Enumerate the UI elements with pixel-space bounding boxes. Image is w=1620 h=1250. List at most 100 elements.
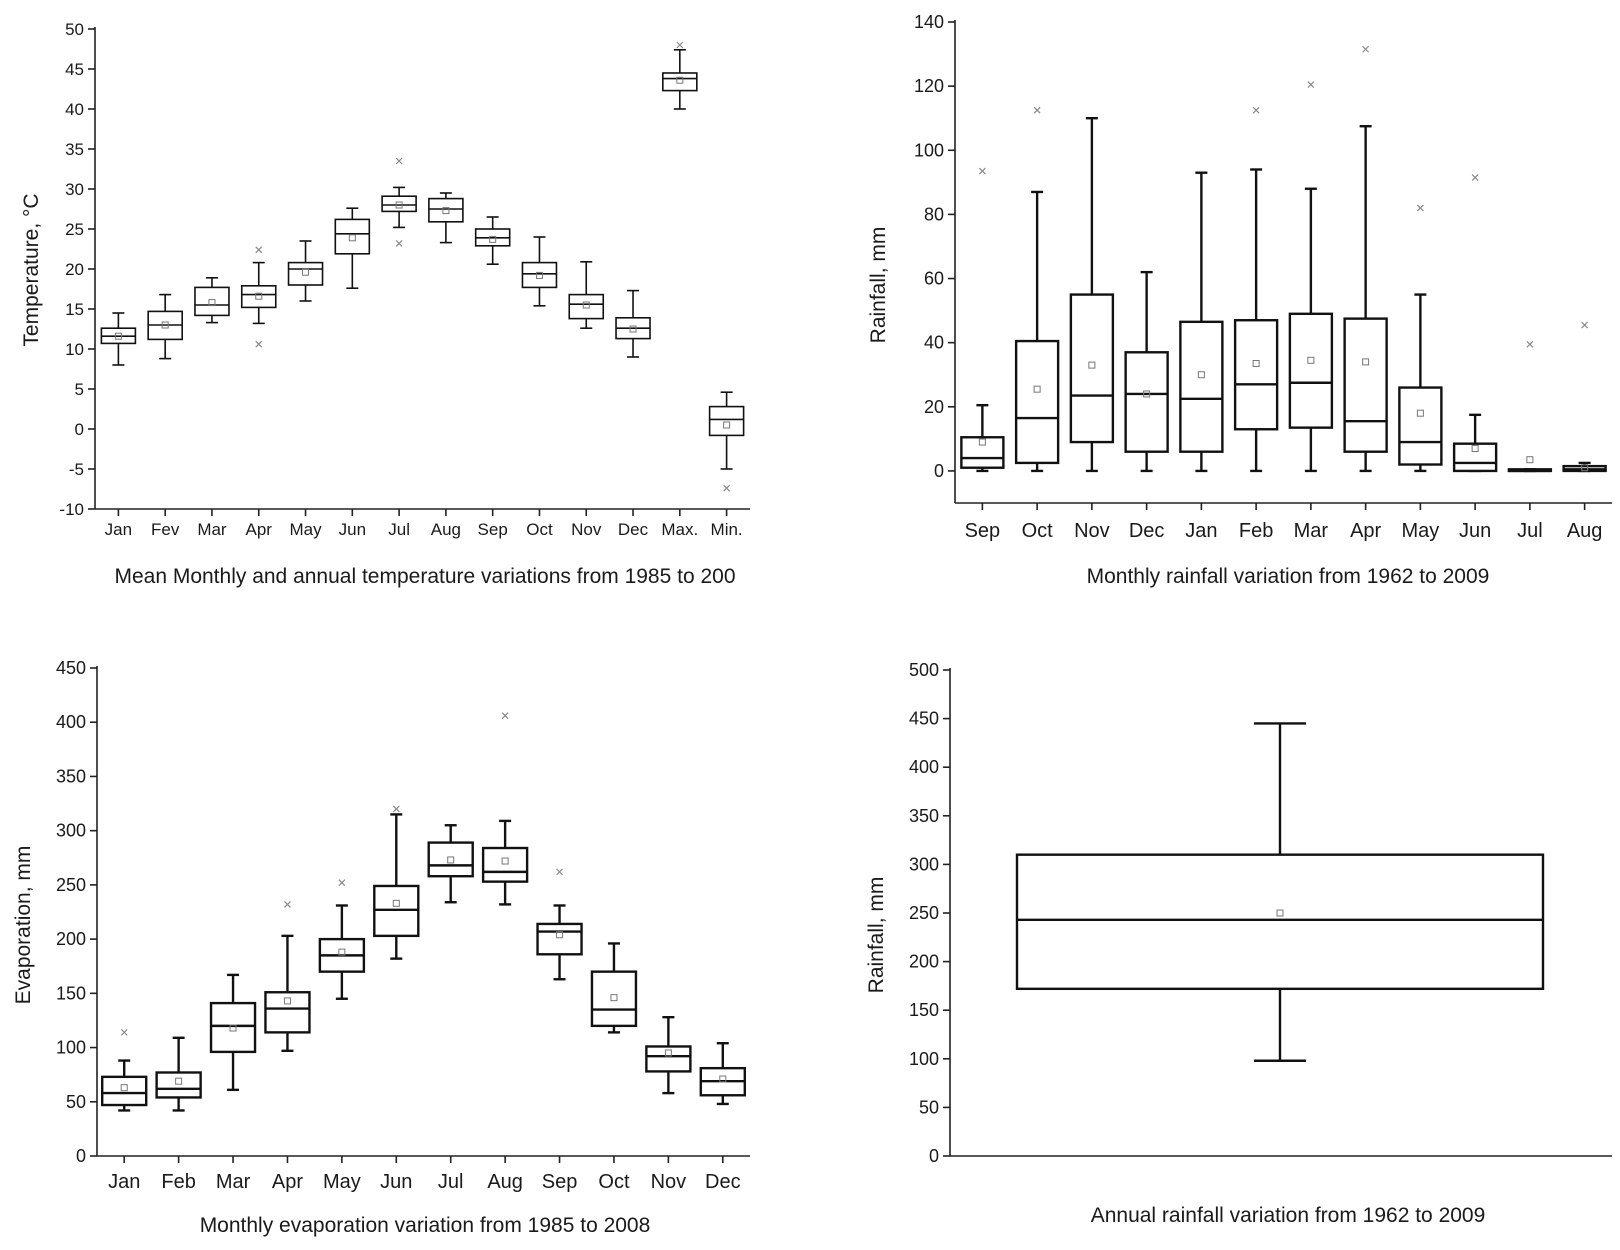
mean-marker bbox=[610, 994, 618, 1002]
mean-marker bbox=[1033, 385, 1041, 393]
outlier-marker bbox=[395, 239, 403, 247]
y-tick-label: 0 bbox=[75, 420, 84, 439]
outlier-marker bbox=[255, 340, 263, 348]
x-tick-label: May bbox=[289, 520, 322, 539]
mean-marker bbox=[1143, 390, 1151, 398]
y-tick-label: 45 bbox=[65, 60, 84, 79]
outlier-marker bbox=[676, 41, 684, 49]
x-tick-label: Dec bbox=[618, 520, 649, 539]
mean-marker bbox=[629, 325, 637, 333]
mean-marker bbox=[161, 321, 169, 329]
y-tick-label: 140 bbox=[914, 12, 944, 32]
mean-marker bbox=[1416, 409, 1424, 417]
y-tick-label: 50 bbox=[919, 1097, 939, 1117]
mean-marker bbox=[348, 234, 356, 242]
y-tick-label: 300 bbox=[56, 821, 86, 841]
y-tick-label: 250 bbox=[56, 875, 86, 895]
box-iqr bbox=[481, 846, 529, 883]
plot-annual-rainfall: 0 50 100 150 200 250 300 350 400 450 500 bbox=[909, 660, 1612, 1166]
y-tick-label: 30 bbox=[65, 180, 84, 199]
y-tick-label: 40 bbox=[924, 333, 944, 353]
x-tick-label: Fev bbox=[151, 520, 180, 539]
x-tick-label: May bbox=[1401, 520, 1439, 542]
mean-marker bbox=[302, 268, 310, 276]
y-tick-label: 0 bbox=[76, 1146, 86, 1166]
box-iqr bbox=[334, 218, 371, 255]
caption-temperature: Mean Monthly and annual temperature vari… bbox=[114, 565, 735, 588]
y-tick-label: 60 bbox=[924, 269, 944, 289]
outlier-marker bbox=[284, 900, 291, 908]
outlier-marker bbox=[556, 868, 563, 876]
y-tick-label: 350 bbox=[56, 766, 86, 786]
y-tick-label: 150 bbox=[56, 983, 86, 1003]
ylabel-temperature: Temperature, °C bbox=[20, 193, 43, 346]
y-tick-label: 40 bbox=[65, 100, 84, 119]
y-tick-label: 450 bbox=[909, 709, 939, 729]
y-tick-label: 200 bbox=[56, 929, 86, 949]
y-tick-label: 120 bbox=[914, 76, 944, 96]
x-tick-label: Jun bbox=[1459, 520, 1491, 542]
box-iqr bbox=[1233, 319, 1279, 431]
y-tick-label: 100 bbox=[909, 1049, 939, 1069]
outlier-marker bbox=[1307, 81, 1315, 88]
box-iqr bbox=[708, 405, 745, 437]
box-iqr bbox=[536, 922, 583, 956]
x-tick-label: Apr bbox=[1350, 520, 1381, 542]
x-tick-label: Oct bbox=[598, 1171, 630, 1193]
mean-marker bbox=[338, 948, 346, 956]
y-tick-label: 100 bbox=[56, 1038, 86, 1058]
x-tick-label: Jan bbox=[1185, 520, 1217, 542]
mean-marker bbox=[556, 931, 564, 939]
outlier-marker bbox=[501, 712, 509, 720]
y-tick-label: 35 bbox=[65, 140, 84, 159]
outlier-marker bbox=[1581, 321, 1589, 329]
x-tick-label: Aug bbox=[1567, 520, 1603, 542]
mean-marker bbox=[120, 1084, 128, 1092]
y-tick-label: 400 bbox=[909, 757, 939, 777]
outlier-marker bbox=[1362, 45, 1370, 53]
x-tick-label: Sep bbox=[478, 520, 508, 539]
box-iqr bbox=[1015, 853, 1545, 991]
x-tick-label: Sep bbox=[965, 520, 1001, 542]
x-tick-label: Oct bbox=[1022, 520, 1054, 542]
box-iqr bbox=[194, 286, 230, 317]
y-tick-label: 350 bbox=[909, 806, 939, 826]
mean-marker bbox=[1581, 464, 1589, 472]
y-tick-label: 0 bbox=[934, 461, 944, 481]
box-iqr bbox=[1288, 312, 1334, 429]
box-iqr bbox=[1124, 351, 1169, 453]
x-tick-label: Jul bbox=[1517, 520, 1543, 542]
x-tick-label: Oct bbox=[526, 520, 553, 539]
x-tick-label: Apr bbox=[246, 520, 273, 539]
outlier-marker bbox=[1033, 106, 1041, 114]
x-tick-label: Min. bbox=[711, 520, 743, 539]
y-tick-label: 450 bbox=[56, 658, 86, 678]
y-tick-label: 200 bbox=[909, 952, 939, 972]
x-tick-label: Max. bbox=[661, 520, 698, 539]
x-tick-label: Apr bbox=[272, 1171, 303, 1193]
box-iqr bbox=[1452, 442, 1498, 473]
outlier-marker bbox=[120, 1028, 128, 1036]
x-tick-label: Mar bbox=[216, 1171, 251, 1193]
mean-marker bbox=[1526, 456, 1534, 464]
x-tick-label: Jun bbox=[339, 520, 366, 539]
mean-marker bbox=[255, 292, 263, 300]
y-tick-label: 20 bbox=[924, 397, 944, 417]
mean-marker bbox=[114, 332, 122, 340]
box-iqr bbox=[1014, 339, 1060, 465]
y-tick-label: -5 bbox=[69, 460, 84, 479]
mean-marker bbox=[1197, 371, 1205, 379]
outlier-marker bbox=[978, 167, 986, 175]
mean-marker bbox=[442, 207, 450, 215]
y-tick-label: 300 bbox=[909, 854, 939, 874]
box-iqr bbox=[521, 261, 558, 289]
outlier-marker bbox=[392, 805, 400, 813]
x-tick-label: Jul bbox=[438, 1171, 464, 1193]
box-iqr bbox=[381, 195, 417, 213]
y-tick-label: 50 bbox=[65, 20, 84, 39]
outlier-marker bbox=[1471, 174, 1479, 181]
outlier-marker bbox=[395, 157, 403, 165]
box-iqr bbox=[662, 72, 698, 92]
box-iqr bbox=[1179, 320, 1224, 453]
caption-annual-rainfall: Annual rainfall variation from 1962 to 2… bbox=[1091, 1204, 1486, 1227]
